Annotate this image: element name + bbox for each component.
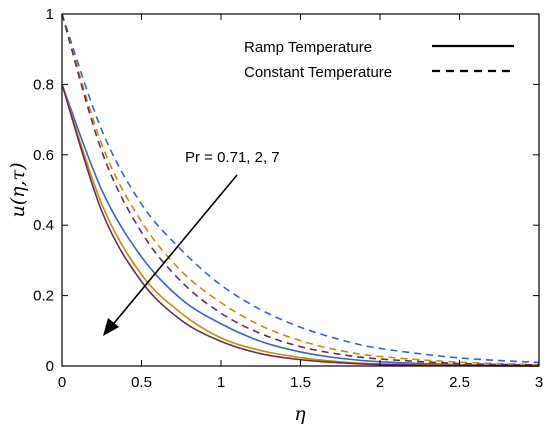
legend-entry-constant: Constant Temperature [244,64,392,81]
x-axis-label: η [294,403,306,425]
legend-entry-ramp: Ramp Temperature [244,39,372,56]
pr-annotation: Pr = 0.71, 2, 7 [103,149,280,336]
x-tick-label: 2 [376,374,384,391]
legend: Ramp Temperature Constant Temperature [244,39,514,81]
y-axis-label: u(η,τ) [7,163,29,218]
series-line-ramp-1 [61,84,540,367]
annotation-label: Pr = 0.71, 2, 7 [185,149,280,166]
series-line-ramp-3 [61,84,540,367]
x-tick-label: 0.5 [131,374,152,391]
x-tick-label: 1 [217,374,225,391]
x-tick-label: 1.5 [290,374,311,391]
y-tick-label: 0.8 [33,76,54,93]
y-tick-label: 0.6 [33,147,54,164]
y-tick-label: 0 [46,358,54,375]
x-tick-label: 2.5 [449,374,470,391]
x-tick-label: 0 [58,374,66,391]
series-line-constant-3 [61,13,540,366]
series-line-constant-2 [61,13,540,366]
y-tick-label: 1 [46,6,54,23]
annotation-arrowhead [103,318,119,336]
y-tick-label: 0.2 [33,288,54,305]
y-tick-label: 0.4 [33,217,54,234]
series-layer [61,13,540,367]
annotation-arrow [109,174,238,329]
series-line-constant-1 [61,13,540,364]
y-ticks: 0 0.2 0.4 0.6 0.8 1 [33,6,539,375]
x-ticks: 0 0.5 1 1.5 2 2.5 3 [58,14,543,391]
x-tick-label: 3 [535,374,543,391]
